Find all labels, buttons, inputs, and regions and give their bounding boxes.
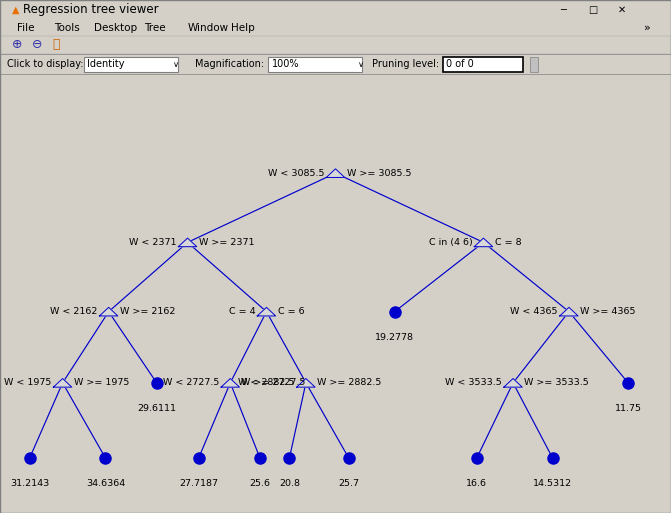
- Text: W >= 2162: W >= 2162: [120, 307, 175, 316]
- Text: ⊖: ⊖: [32, 38, 43, 51]
- Text: W < 2162: W < 2162: [50, 307, 97, 316]
- Text: ▲: ▲: [12, 5, 19, 15]
- Text: ∨: ∨: [173, 60, 179, 69]
- Polygon shape: [54, 379, 72, 387]
- Text: C = 6: C = 6: [278, 307, 304, 316]
- Text: W < 2882.5: W < 2882.5: [238, 378, 295, 387]
- Text: ⊕: ⊕: [12, 38, 23, 51]
- Polygon shape: [297, 379, 315, 387]
- Text: 27.7187: 27.7187: [179, 479, 218, 488]
- Text: ✋: ✋: [52, 38, 60, 51]
- Polygon shape: [257, 307, 276, 316]
- Polygon shape: [99, 307, 118, 316]
- Text: 34.6364: 34.6364: [86, 479, 125, 488]
- Text: W >= 2882.5: W >= 2882.5: [317, 378, 381, 387]
- Text: W < 4365: W < 4365: [510, 307, 558, 316]
- Text: 25.7: 25.7: [338, 479, 359, 488]
- Text: W >= 2371: W >= 2371: [199, 238, 254, 247]
- Polygon shape: [178, 238, 197, 247]
- Polygon shape: [504, 379, 522, 387]
- Polygon shape: [474, 238, 493, 247]
- Polygon shape: [326, 169, 345, 177]
- Text: W >= 2727.5: W >= 2727.5: [242, 378, 306, 387]
- Text: 19.2778: 19.2778: [375, 333, 414, 342]
- Text: Help: Help: [231, 23, 255, 33]
- Text: File: File: [17, 23, 34, 33]
- Text: Regression tree viewer: Regression tree viewer: [23, 3, 159, 16]
- Text: W >= 1975: W >= 1975: [74, 378, 129, 387]
- Text: Identity: Identity: [87, 59, 125, 69]
- Text: Tools: Tools: [54, 23, 79, 33]
- Text: Pruning level:: Pruning level:: [372, 59, 440, 69]
- Text: W < 2371: W < 2371: [129, 238, 176, 247]
- Text: Tree: Tree: [144, 23, 166, 33]
- Text: W < 3085.5: W < 3085.5: [268, 169, 324, 177]
- Text: W >= 3085.5: W >= 3085.5: [347, 169, 411, 177]
- Text: W < 2727.5: W < 2727.5: [163, 378, 219, 387]
- Text: Magnification:: Magnification:: [195, 59, 264, 69]
- Text: 20.8: 20.8: [279, 479, 300, 488]
- Text: 0 of 0: 0 of 0: [446, 59, 474, 69]
- Text: 25.6: 25.6: [250, 479, 270, 488]
- Text: W >= 3533.5: W >= 3533.5: [524, 378, 589, 387]
- Polygon shape: [560, 307, 578, 316]
- Text: 29.6111: 29.6111: [137, 404, 176, 413]
- Text: 100%: 100%: [272, 59, 299, 69]
- Text: 14.5312: 14.5312: [533, 479, 572, 488]
- Text: W < 1975: W < 1975: [4, 378, 52, 387]
- Text: 31.2143: 31.2143: [10, 479, 50, 488]
- Polygon shape: [221, 379, 240, 387]
- Text: Desktop: Desktop: [94, 23, 137, 33]
- Text: ∨: ∨: [358, 60, 364, 69]
- Text: Click to display:: Click to display:: [7, 59, 83, 69]
- Text: □: □: [588, 5, 598, 15]
- Text: C = 4: C = 4: [229, 307, 255, 316]
- Text: C = 8: C = 8: [495, 238, 521, 247]
- Text: C in (4 6): C in (4 6): [429, 238, 472, 247]
- Text: Window: Window: [188, 23, 229, 33]
- Text: W < 3533.5: W < 3533.5: [445, 378, 502, 387]
- Text: W >= 4365: W >= 4365: [580, 307, 635, 316]
- Text: 16.6: 16.6: [466, 479, 487, 488]
- Text: ─: ─: [560, 5, 566, 15]
- Text: 11.75: 11.75: [615, 404, 641, 413]
- Text: »: »: [644, 23, 651, 33]
- Text: ✕: ✕: [617, 5, 625, 15]
